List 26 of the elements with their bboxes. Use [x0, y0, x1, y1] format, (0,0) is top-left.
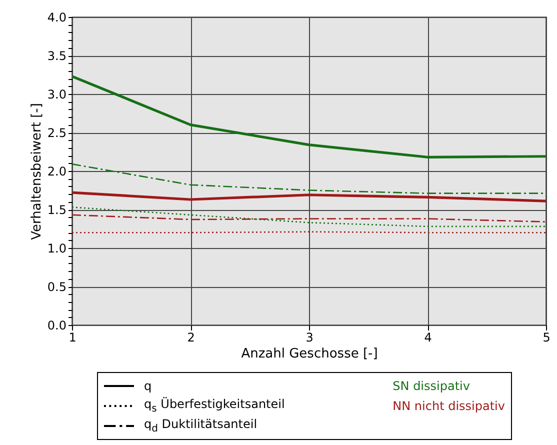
y-tick-label: 0.0 — [47, 318, 66, 332]
y-tick-label: 1.5 — [47, 203, 66, 217]
line-series — [72, 74, 546, 158]
text: SN dissipativ — [392, 379, 470, 393]
y-tick-label: 0.5 — [47, 280, 66, 294]
x-tick-label: 5 — [542, 330, 550, 344]
line-series — [72, 214, 546, 222]
x-tick-label: 4 — [424, 330, 432, 344]
y-tick-label: 2.5 — [47, 126, 66, 140]
line-series — [72, 163, 546, 194]
line-series — [72, 206, 546, 228]
x-axis-title: Anzahl Geschosse [-] — [241, 346, 378, 362]
y-tick-label: 2.0 — [47, 164, 66, 178]
x-tick-label: 3 — [306, 330, 314, 344]
text: q — [144, 379, 152, 393]
y-axis-title: Verhaltensbeiwert [-] — [29, 103, 44, 240]
line-series — [72, 191, 546, 202]
y-tick-label: 3.5 — [47, 49, 66, 63]
text: NN nicht dissipativ — [392, 399, 505, 413]
y-tick-label: 1.0 — [47, 242, 66, 256]
y-tick-label: 4.0 — [47, 10, 66, 24]
text: q$_{d}$ Duktilitätsanteil — [144, 417, 258, 435]
y-tick-label: 3.0 — [47, 88, 66, 102]
x-tick-label: 2 — [187, 330, 195, 344]
x-tick-label: 1 — [68, 330, 76, 344]
text: q$_{s}$ Überfestigkeitsanteil — [144, 397, 285, 415]
